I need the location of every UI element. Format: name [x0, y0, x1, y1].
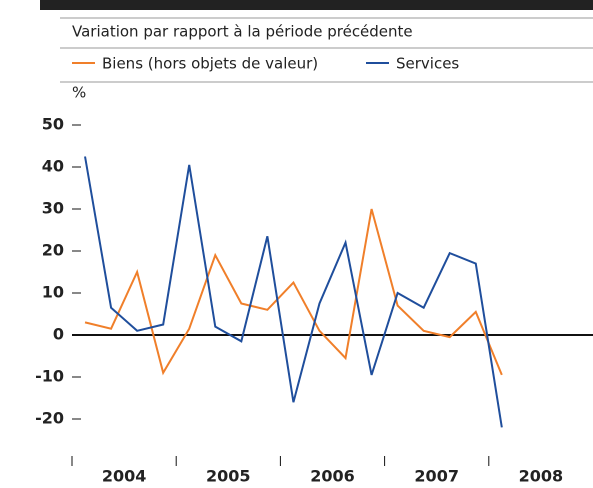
y-unit: % [72, 84, 86, 102]
subtitle: Variation par rapport à la période précé… [72, 23, 413, 41]
y-tick-label: -20 [35, 409, 64, 428]
y-tick-label: 50 [42, 115, 64, 134]
series-line [84, 208, 503, 376]
top-band [40, 0, 593, 10]
x-tick-label: 2005 [206, 467, 251, 486]
x-tick-label: 2004 [102, 467, 147, 486]
legend-label: Services [396, 55, 459, 73]
y-tick-label: 30 [42, 199, 64, 218]
x-tick-label: 2007 [414, 467, 459, 486]
series-line [84, 156, 503, 428]
y-tick-label: 0 [53, 325, 64, 344]
y-tick-label: 10 [42, 283, 64, 302]
y-tick-label: 20 [42, 241, 64, 260]
x-tick-label: 2008 [519, 467, 564, 486]
legend-label: Biens (hors objets de valeur) [102, 55, 318, 73]
y-tick-label: 40 [42, 157, 64, 176]
x-tick-label: 2006 [310, 467, 355, 486]
y-tick-label: -10 [35, 367, 64, 386]
